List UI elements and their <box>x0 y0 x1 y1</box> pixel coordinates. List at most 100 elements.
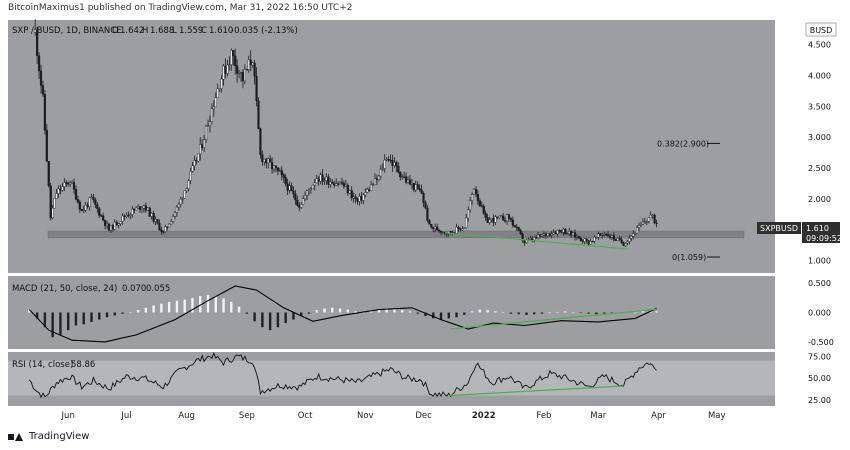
macd-tick-label: 0.500 <box>808 279 831 288</box>
currency-badge[interactable] <box>805 22 837 37</box>
candle-body <box>480 205 483 207</box>
macd-signal-line <box>450 308 657 330</box>
candle-body <box>63 182 66 187</box>
macd-marks <box>28 285 658 343</box>
ohlc-high: 1.688 <box>150 26 174 36</box>
candle-body <box>61 186 64 191</box>
macd-histogram-bar <box>237 306 241 313</box>
candle-body <box>121 215 124 222</box>
candle-body <box>488 219 491 223</box>
macd-value-2: 0.055 <box>146 284 170 294</box>
candle-body <box>385 159 388 161</box>
candle-body <box>560 230 563 233</box>
candle-body <box>107 223 111 231</box>
candle-body <box>651 214 654 217</box>
candle-body <box>98 208 101 216</box>
candle-body <box>164 226 167 232</box>
macd-histogram-bar <box>167 301 171 313</box>
candle-body <box>436 226 439 231</box>
candle-body <box>389 159 392 161</box>
price-tick-label: 2.000 <box>808 195 831 204</box>
candle-body <box>224 65 227 74</box>
candle-body <box>222 65 225 80</box>
candle-body <box>538 234 542 237</box>
candle-body <box>589 241 592 245</box>
candle-body <box>315 178 318 184</box>
candle-body <box>470 194 474 201</box>
candle-body <box>439 230 443 233</box>
currency-label: BUSD <box>810 26 833 35</box>
candle-body <box>579 238 582 241</box>
candle-body <box>152 213 155 222</box>
candle-body <box>455 227 458 234</box>
rsi-tick-label: 75.00 <box>808 352 831 361</box>
macd-histogram-bar <box>486 310 489 313</box>
candle-body <box>509 218 513 220</box>
candle-body <box>562 229 565 233</box>
candle-body <box>67 182 70 185</box>
ohlc-high-label: H <box>142 26 148 36</box>
candle-body <box>595 236 598 239</box>
candle-body <box>241 71 245 82</box>
candle-body <box>342 183 346 187</box>
candle-body <box>245 69 248 71</box>
candle-body <box>494 216 497 223</box>
candle-body <box>566 233 569 235</box>
candle-body <box>550 233 553 236</box>
macd-histogram-bar <box>214 296 217 313</box>
candle-body <box>131 208 134 215</box>
candle-body <box>575 236 579 238</box>
macd-histogram-bar <box>408 311 412 313</box>
rsi-trendline <box>448 385 624 397</box>
candle-body <box>220 78 223 89</box>
x-axis: Jun Jul Aug Sep Oct Nov Dec 2022 Feb Mar Apr May <box>61 411 726 421</box>
candle-body <box>123 215 126 217</box>
candle-body <box>352 196 355 199</box>
macd-histogram-bar <box>354 311 357 313</box>
macd-histogram-bar <box>245 312 249 314</box>
candle-body <box>208 121 212 126</box>
candle-body <box>142 205 146 209</box>
candle-body <box>333 183 336 186</box>
candle-body <box>72 182 76 190</box>
candle-body <box>531 238 534 241</box>
candle-body <box>544 233 547 236</box>
candle-body <box>441 231 445 234</box>
price-tick-label: 1.000 <box>808 257 831 266</box>
ohlc-close-label: C <box>201 26 207 36</box>
candle-body <box>478 200 481 206</box>
macd-histogram-bar <box>400 310 404 313</box>
candle-body <box>125 214 128 217</box>
candle-body <box>270 161 274 170</box>
candle-body <box>177 203 180 208</box>
candle-body <box>294 193 297 201</box>
macd-histogram-bar <box>362 312 365 314</box>
candle-body <box>237 72 241 74</box>
support-zone <box>47 230 745 239</box>
candle-body <box>583 238 586 242</box>
candle-body <box>437 230 441 232</box>
macd-histogram-bar <box>90 312 93 322</box>
candle-body <box>461 228 464 231</box>
candle-body <box>170 221 173 225</box>
candle-body <box>90 196 93 199</box>
candle-body <box>496 216 499 218</box>
rsi-title: RSI (14, close) <box>12 360 73 370</box>
candle-body <box>298 205 301 208</box>
macd-line <box>28 285 657 343</box>
macd-histogram-bar <box>385 308 388 313</box>
macd-histogram-bar <box>144 307 148 313</box>
candle-body <box>601 234 604 236</box>
candle-body <box>368 189 371 191</box>
rsi-value: 58.86 <box>71 360 95 370</box>
macd-histogram-bar <box>253 312 256 322</box>
macd-histogram-bar <box>478 309 482 313</box>
ohlc-readout: O 1.642 H 1.688 L 1.559 C 1.610 -0.035 (… <box>112 26 298 36</box>
macd-histogram-bar <box>494 311 497 313</box>
macd-histogram-bar <box>230 301 233 313</box>
candle-body <box>624 243 627 246</box>
macd-histogram-bar <box>74 312 78 326</box>
candle-body <box>606 234 610 237</box>
candle-body <box>303 195 307 199</box>
